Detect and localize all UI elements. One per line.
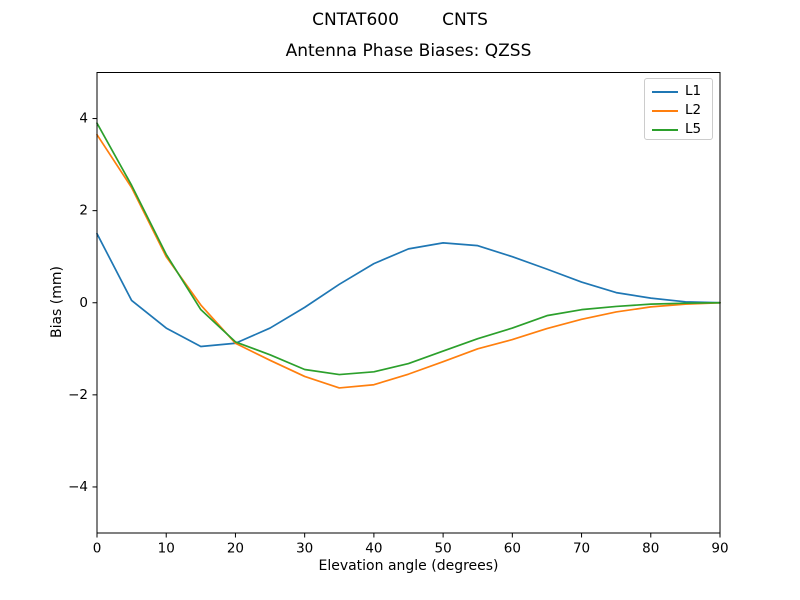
series-line-l5 xyxy=(96,122,721,376)
legend-line-l2-swatch xyxy=(652,109,678,112)
y-tick-label: −4 xyxy=(68,479,88,495)
x-tick-label: 50 xyxy=(435,541,452,557)
chart-title: Antenna Phase Biases: QZSS xyxy=(285,41,532,61)
legend: L1 L2 L5 xyxy=(644,78,713,140)
y-tick-label: −2 xyxy=(68,387,88,403)
x-tick-label: 20 xyxy=(227,541,244,557)
legend-item-l1: L1 xyxy=(652,82,712,101)
x-tick-label: 30 xyxy=(296,541,313,557)
x-tick-label: 70 xyxy=(573,541,590,557)
y-axis-label: Bias (mm) xyxy=(49,265,65,339)
legend-line-l1-swatch xyxy=(652,90,678,93)
figure-suptitle: CNTAT600 CNTS xyxy=(312,10,488,30)
y-tick-label: 4 xyxy=(79,111,88,127)
legend-item-l5: L5 xyxy=(652,120,712,139)
x-tick-label: 40 xyxy=(365,541,382,557)
x-tick-label: 90 xyxy=(711,541,728,557)
legend-label-l2: L2 xyxy=(685,101,702,118)
x-axis-label: Elevation angle (degrees) xyxy=(318,558,499,574)
legend-line-l5-swatch xyxy=(652,128,678,131)
legend-label-l1: L1 xyxy=(685,82,702,99)
series-line-l1 xyxy=(96,232,721,348)
y-tick-label: 0 xyxy=(79,295,88,311)
y-tick-label: 2 xyxy=(79,203,88,219)
x-tick-label: 60 xyxy=(504,541,521,557)
series-line-l2 xyxy=(96,133,721,389)
x-tick-label: 10 xyxy=(158,541,175,557)
plot-border xyxy=(96,72,721,534)
x-tick-label: 0 xyxy=(93,541,102,557)
legend-item-l2: L2 xyxy=(652,101,712,120)
legend-label-l5: L5 xyxy=(685,120,702,137)
x-tick-label: 80 xyxy=(642,541,659,557)
